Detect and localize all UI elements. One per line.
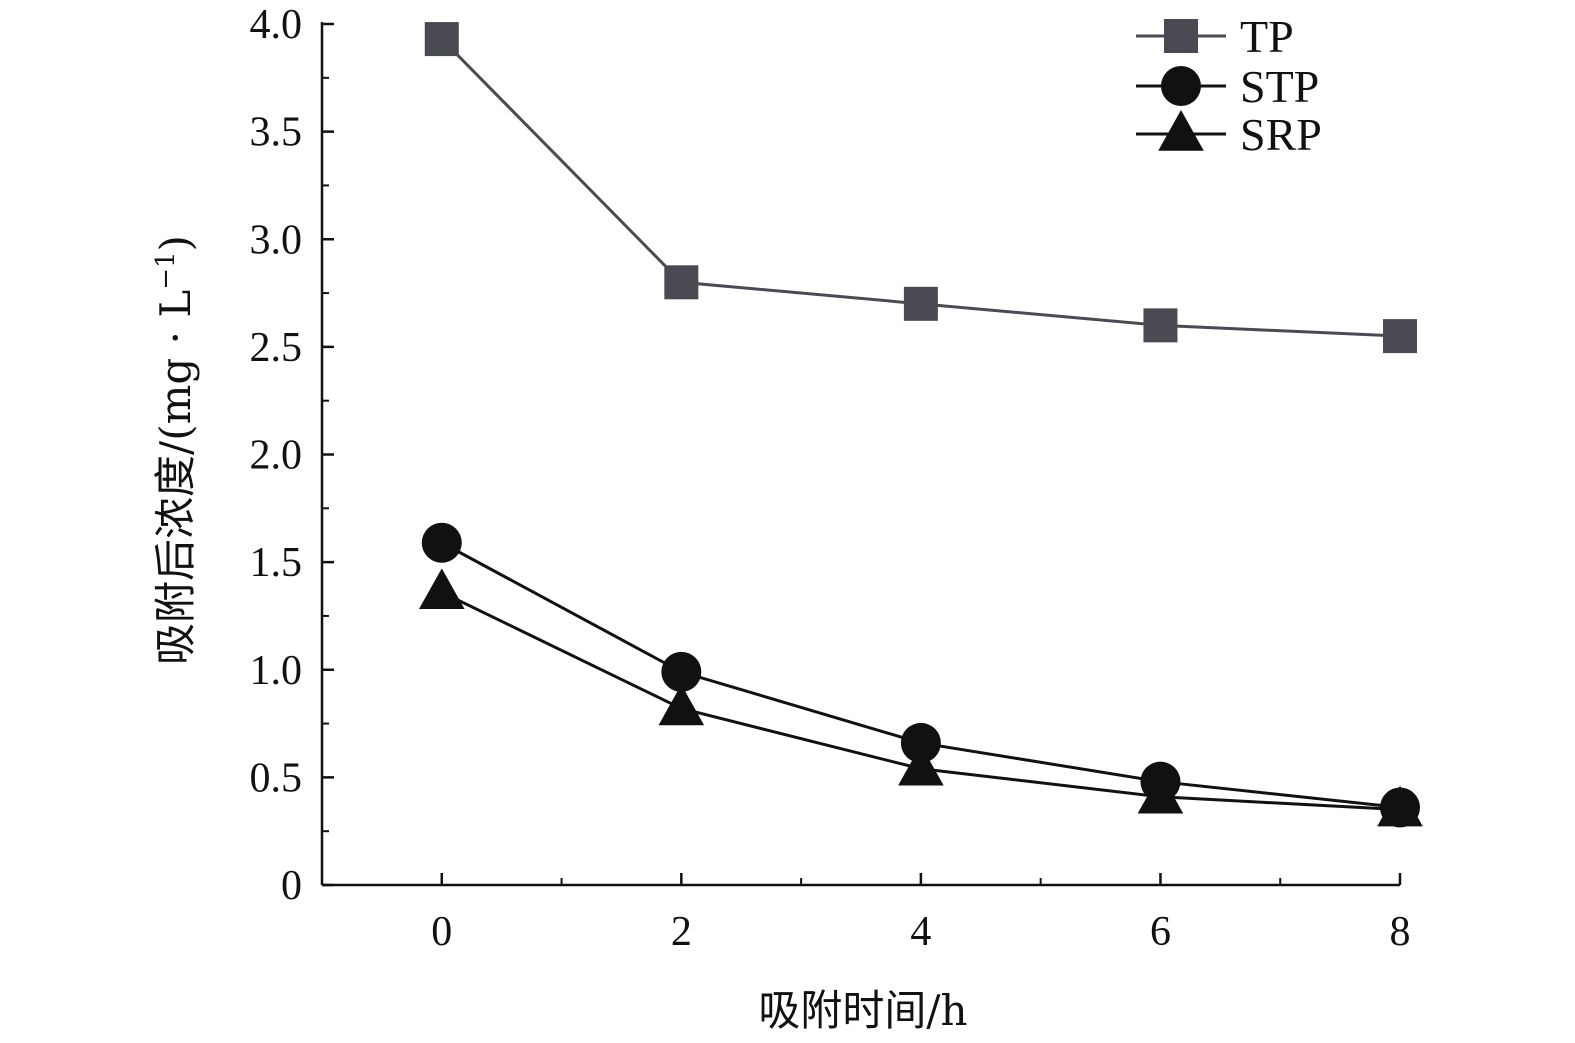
x-tick-label: 8	[1390, 909, 1411, 955]
y-tick-label: 1.5	[250, 540, 303, 586]
series-tp-point	[424, 22, 459, 57]
x-tick-label: 2	[671, 909, 692, 955]
series-srp	[418, 568, 1423, 827]
legend-marker-srp	[1158, 110, 1204, 151]
series-tp	[424, 22, 1417, 354]
series-tp-point	[1383, 319, 1417, 354]
y-tick-label: 3.5	[250, 110, 303, 156]
series-srp-point	[658, 684, 705, 726]
y-tick-label: 0	[281, 863, 302, 909]
legend-marker-tp	[1164, 19, 1198, 53]
legend-label-stp: STP	[1240, 61, 1319, 112]
legend-label-srp: SRP	[1240, 109, 1322, 160]
legend-item-tp: TP	[1136, 11, 1294, 62]
y-axis-title: 吸附后浓度/(mg · L−1)	[151, 235, 200, 665]
series-stp-point	[421, 522, 462, 563]
series-tp-point	[664, 265, 699, 300]
series-srp-point	[1377, 785, 1423, 827]
legend-label-tp: TP	[1240, 11, 1294, 62]
x-tick-label: 6	[1150, 909, 1171, 955]
series-stp-point	[661, 651, 702, 692]
x-axis-title: 吸附时间/h	[758, 986, 967, 1035]
series-srp-point	[1137, 772, 1184, 814]
y-ticks: 0 0.5 1.0 1.5 2.0 2.5 3.0 3.5 4.0	[250, 2, 334, 909]
series-layer	[418, 22, 1423, 828]
y-tick-label: 4.0	[250, 2, 303, 48]
y-axis-title-superscript: −1	[151, 251, 181, 289]
series-stp-point	[900, 722, 941, 763]
axes	[320, 22, 1400, 887]
y-tick-label: 3.0	[250, 217, 303, 263]
legend-marker-stp	[1161, 66, 1201, 106]
series-tp-point	[1143, 308, 1178, 343]
y-axis-title-main: 吸附后浓度/(mg · L	[151, 290, 200, 665]
x-tick-label: 4	[910, 909, 931, 955]
series-srp-point	[418, 568, 465, 610]
series-srp-point	[898, 744, 944, 786]
y-axis-title-close: )	[151, 235, 200, 251]
x-tick-label: 0	[431, 909, 452, 955]
y-tick-label: 2.5	[250, 325, 303, 371]
legend-item-srp: SRP	[1136, 109, 1322, 160]
series-tp-point	[903, 286, 938, 321]
legend-item-stp: STP	[1136, 61, 1319, 112]
y-tick-label: 2.0	[250, 433, 303, 479]
y-tick-label: 0.5	[250, 755, 303, 801]
x-ticks: 0 2 4 6 8	[431, 873, 1411, 955]
y-tick-label: 1.0	[250, 648, 303, 694]
